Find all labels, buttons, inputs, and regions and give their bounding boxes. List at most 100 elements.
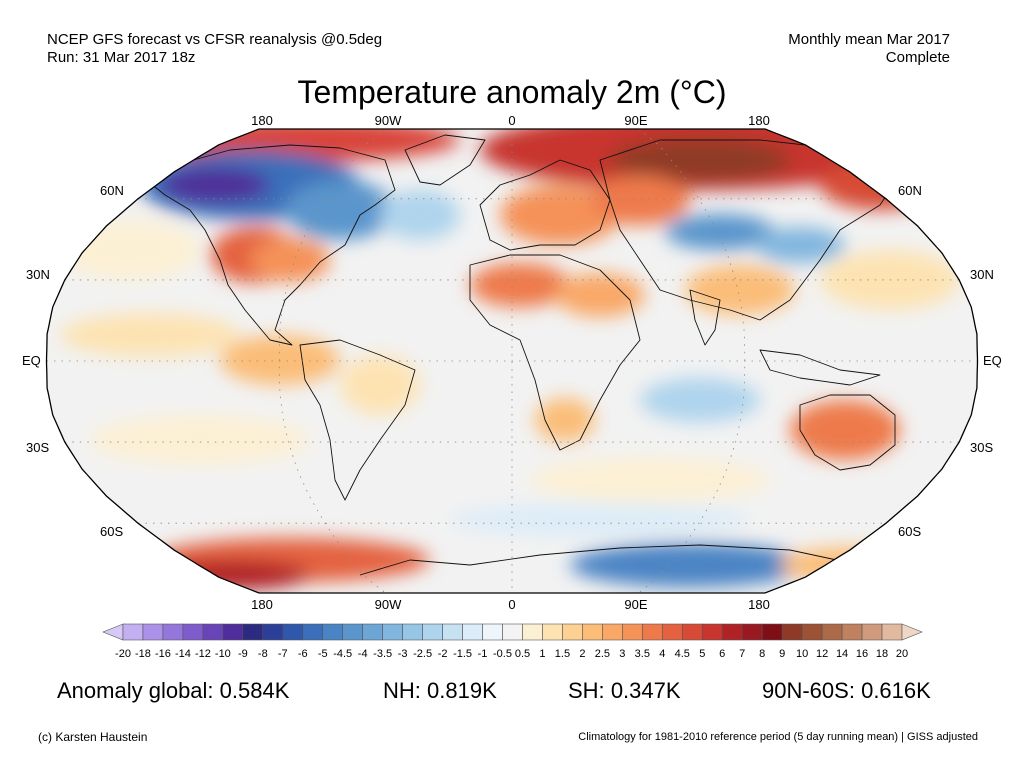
colorbar-tick-label: 2 <box>579 648 585 660</box>
colorbar-swatch <box>482 623 503 641</box>
colorbar-tick-label: -14 <box>175 648 191 660</box>
colorbar-tick-label: 20 <box>896 648 908 660</box>
header-left: NCEP GFS forecast vs CFSR reanalysis @0.… <box>47 31 382 67</box>
stat-sh-label: SH: <box>568 678 605 703</box>
colorbar-tick-label: 10 <box>796 648 808 660</box>
colorbar-tick-label: 3 <box>619 648 625 660</box>
stat-nh-label: NH: <box>383 678 421 703</box>
colorbar-swatch <box>502 623 523 641</box>
colorbar-swatch <box>262 623 284 641</box>
colorbar-swatch <box>222 623 244 641</box>
colorbar-tick-label: 4.5 <box>675 648 690 660</box>
colorbar-swatch <box>182 623 204 641</box>
colorbar-tick-label: 6 <box>719 648 725 660</box>
colorbar-tick-label: 4 <box>659 648 665 660</box>
colorbar-swatch <box>701 623 723 641</box>
lat-label-left-60s: 60S <box>100 524 124 539</box>
stat-nh-value: 0.819K <box>427 678 497 703</box>
lon-label-bottom-180w: 180 <box>251 597 273 612</box>
colorbar-tick-label: 1 <box>539 648 545 660</box>
colorbar-tick-label: 3.5 <box>635 648 650 660</box>
coastline-indonesia <box>759 349 881 386</box>
colorbar-tick-label: -4.5 <box>333 648 352 660</box>
lon-label-bottom-90w: 90W <box>374 597 402 612</box>
stat-global-label: Anomaly global: <box>57 678 214 703</box>
lat-label-left-60n: 60N <box>100 183 124 198</box>
colorbar-tick-label: -12 <box>195 648 211 660</box>
anomaly-field <box>60 129 960 590</box>
colorbar-swatch <box>142 623 164 641</box>
colorbar-tick-label: 2.5 <box>595 648 610 660</box>
colorbar-tick-label: -9 <box>238 648 248 660</box>
colorbar-tick-label: 5 <box>699 648 705 660</box>
colorbar-swatch <box>642 623 663 641</box>
stat-arctic-label: 90N-60S: <box>762 678 855 703</box>
colorbar-tick-label: -10 <box>215 648 231 660</box>
colorbar-swatch <box>162 623 184 641</box>
coastline-india <box>689 289 721 346</box>
colorbar-swatch <box>622 623 643 641</box>
lat-label-right-30n: 30N <box>970 267 994 282</box>
colorbar-swatch <box>781 623 803 641</box>
map-title: Temperature anomaly 2m (°C) <box>297 74 727 110</box>
colorbar-swatch <box>322 623 344 641</box>
lon-label-top-90e: 90E <box>624 113 648 128</box>
colorbar-swatch <box>562 623 583 641</box>
colorbar-tick-label: -6 <box>298 648 308 660</box>
stat-nh: NH: 0.819K <box>383 678 497 704</box>
lon-label-bottom-180e: 180 <box>748 597 770 612</box>
lat-label-right-60s: 60S <box>898 524 922 539</box>
colorbar-swatch <box>422 623 443 641</box>
colorbar-tick-label: 7 <box>739 648 745 660</box>
colorbar-tick-label: 16 <box>856 648 868 660</box>
colorbar-swatch <box>122 623 144 641</box>
lat-label-right-60n: 60N <box>898 183 922 198</box>
colorbar-swatch <box>542 623 563 641</box>
colorbar-swatch <box>242 623 264 641</box>
colorbar-tick-label: 18 <box>876 648 888 660</box>
climatology-note: Climatology for 1981-2010 reference peri… <box>578 731 978 743</box>
model-description: NCEP GFS forecast vs CFSR reanalysis @0.… <box>47 31 383 48</box>
colorbar-swatch <box>801 623 823 641</box>
lat-label-left-eq: EQ <box>22 353 41 368</box>
colorbar-swatch <box>681 623 703 641</box>
period-label: Monthly mean Mar 2017 <box>788 31 950 48</box>
colorbar-tick-label: -3.5 <box>373 648 392 660</box>
coastline-australia <box>799 394 896 471</box>
lon-label-top-90w: 90W <box>374 113 402 128</box>
colorbar-tick-label: -16 <box>155 648 171 660</box>
coastline-europe <box>479 159 611 251</box>
stat-global-value: 0.584K <box>219 678 290 703</box>
colorbar-tick-label: 9 <box>779 648 785 660</box>
anomaly-map <box>45 128 979 594</box>
header-right: Monthly mean Mar 2017 Complete <box>788 31 950 67</box>
lon-label-bottom-0: 0 <box>508 597 516 612</box>
colorbar-tick-label: 12 <box>816 648 828 660</box>
stat-sh: SH: 0.347K <box>568 678 681 704</box>
globe-outline <box>45 128 979 594</box>
colorbar-max-arrow <box>901 623 923 641</box>
lat-label-right-30s: 30S <box>970 440 994 455</box>
stat-arctic-value: 0.616K <box>861 678 931 703</box>
colorbar-tick-label: -3 <box>398 648 408 660</box>
colorbar-tick-label: 0.5 <box>515 648 530 660</box>
colorbar-swatch <box>342 623 363 641</box>
graticule <box>46 129 978 593</box>
stat-global: Anomaly global: 0.584K <box>57 678 289 704</box>
coastline-north-america <box>139 144 396 346</box>
colorbar-swatch <box>522 623 543 641</box>
lon-label-bottom-90e: 90E <box>624 597 648 612</box>
run-time: Run: 31 Mar 2017 18z <box>47 49 196 66</box>
colorbar-tick-label: -7 <box>278 648 288 660</box>
colorbar-tick-label: 8 <box>759 648 765 660</box>
colorbar-tick-label: -8 <box>258 648 268 660</box>
completion-status: Complete <box>885 49 950 66</box>
colorbar-min-arrow <box>102 623 124 641</box>
colorbar-tick-label: -1.5 <box>453 648 472 660</box>
colorbar-swatch <box>282 623 304 641</box>
anomaly-stats: Anomaly global: 0.584K NH: 0.819K SH: 0.… <box>0 678 1024 708</box>
colorbar-tick-label: -20 <box>115 648 131 660</box>
colorbar-swatch <box>881 623 903 641</box>
colorbar-tick-label: -18 <box>135 648 151 660</box>
colorbar-tick-label: -4 <box>358 648 368 660</box>
